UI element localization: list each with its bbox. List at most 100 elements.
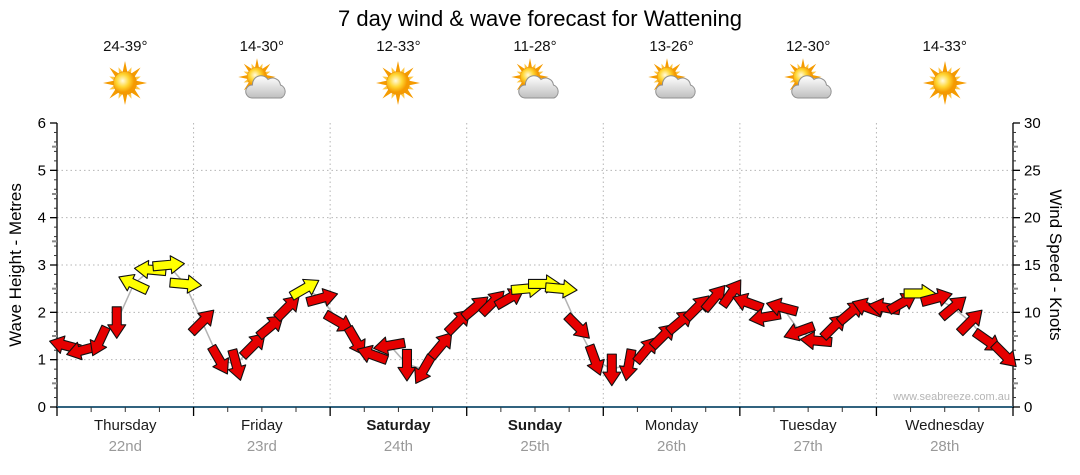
day-label-thursday: Thursday 22nd [55, 417, 195, 455]
partly-cloudy-icon [647, 58, 696, 99]
temperature-range: 12-30° [785, 38, 831, 55]
wind-arrow [305, 288, 339, 307]
day-header-tuesday: 12-30° [740, 38, 876, 108]
wind-axis-tick-label: 0 [1024, 399, 1032, 416]
sun-disc [386, 71, 411, 95]
sun-icon [922, 61, 967, 105]
temperature-range: 24-39° [103, 38, 148, 55]
wind-axis-tick-label: 15 [1024, 257, 1041, 274]
sun-icon [376, 61, 421, 105]
wind-arrow [563, 312, 590, 339]
wind-arrow [288, 278, 320, 301]
wind-arrow [152, 255, 185, 275]
wind-axis-tick-label: 30 [1024, 115, 1041, 132]
day-header-friday: 14-30° [194, 38, 330, 108]
wind-arrow [544, 279, 578, 299]
day-date: 22nd [108, 438, 142, 455]
temperature-range: 13-26° [649, 38, 694, 55]
wave-axis-tick-label: 1 [38, 352, 46, 369]
wave-axis-tick-label: 3 [38, 257, 46, 274]
wind-arrow [373, 336, 406, 356]
partly-cloudy-icon [784, 58, 832, 99]
partly-cloudy-icon [238, 58, 286, 99]
day-header-monday: 13-26° [604, 38, 740, 108]
day-header-thursday: 24-39° [57, 38, 193, 108]
cloud-icon [518, 75, 559, 99]
wind-arrow [397, 348, 417, 382]
day-header-sunday: 11-28° [467, 38, 603, 108]
wind-arrow [766, 297, 799, 317]
day-date: 25th [520, 438, 550, 455]
wind-arrow [718, 279, 742, 309]
wind-arrow [356, 344, 390, 365]
wind-arrow [427, 332, 453, 361]
wind-arrow [732, 292, 765, 313]
day-header-wednesday: 14-33° [877, 38, 1013, 108]
wind-arrow [919, 288, 953, 307]
temperature-range: 14-33° [922, 38, 967, 55]
partly-cloudy-icon [511, 58, 559, 99]
wind-speed-axis-label: Wind Speed - Knots [1046, 189, 1065, 341]
day-label-monday: Monday 26th [602, 417, 742, 455]
day-name: Saturday [366, 417, 431, 434]
sun-icon [103, 61, 148, 105]
day-label-wednesday: Wednesday 28th [875, 417, 1015, 455]
day-label-sunday: Sunday 25th [465, 417, 605, 455]
wind-arrow [990, 340, 1017, 368]
sun-disc [113, 71, 138, 95]
day-name: Thursday [94, 417, 157, 434]
sunny-icon [922, 61, 967, 105]
wind-arrow [618, 348, 638, 382]
wind-arrow [207, 343, 230, 375]
page-title: 7 day wind & wave forecast for Wattening [338, 6, 742, 31]
wind-arrow [238, 333, 266, 360]
day-label-tuesday: Tuesday 27th [738, 417, 878, 455]
sun-disc [932, 71, 957, 95]
wave-axis-tick-label: 6 [38, 115, 46, 132]
cloud-icon [245, 75, 286, 99]
wind-arrow [602, 353, 622, 387]
cloud-icon [654, 75, 696, 99]
cloud-icon [791, 75, 832, 99]
day-name: Wednesday [905, 417, 985, 434]
day-label-saturday: Saturday 24th [328, 417, 468, 455]
wind-arrow [886, 293, 917, 315]
day-name: Monday [644, 417, 699, 434]
day-label-friday: Friday 23rd [192, 417, 332, 455]
wind-arrow [273, 295, 300, 322]
wind-arrow [783, 321, 816, 342]
watermark-text: www.seabreeze.com.au [893, 391, 1010, 403]
wave-axis-tick-label: 4 [38, 210, 46, 227]
wind-arrow [343, 324, 366, 356]
day-name: Tuesday [779, 417, 837, 434]
wind-arrow [107, 306, 127, 339]
temperature-range: 11-28° [513, 38, 557, 55]
wind-axis-tick-label: 25 [1024, 162, 1041, 179]
wind-arrow [187, 309, 215, 337]
wave-axis-tick-label: 2 [38, 304, 46, 321]
day-name: Sunday [507, 417, 563, 434]
day-date: 26th [656, 438, 687, 455]
wind-arrow [414, 353, 436, 384]
wave-axis-tick-label: 0 [38, 399, 46, 416]
wind-axis-tick-label: 5 [1024, 352, 1032, 369]
wind-arrow [700, 284, 726, 314]
day-date: 28th [930, 438, 960, 455]
wind-axis-tick-label: 10 [1024, 304, 1041, 321]
wave-height-axis-label: Wave Height - Metres [6, 183, 25, 347]
wind-arrow [255, 315, 284, 341]
sunny-icon [376, 61, 421, 105]
day-date: 27th [793, 438, 823, 455]
temperature-range: 14-30° [239, 38, 285, 55]
temperature-range: 12-33° [376, 38, 421, 55]
sun-icon [511, 58, 549, 96]
day-date: 23rd [246, 438, 277, 455]
wave-axis-tick-label: 5 [38, 162, 46, 179]
sunny-icon [103, 61, 148, 105]
wind-arrow [118, 273, 150, 295]
wind-arrow [955, 309, 983, 337]
wind-arrow [584, 343, 605, 376]
day-header-saturday: 12-33° [330, 38, 466, 108]
